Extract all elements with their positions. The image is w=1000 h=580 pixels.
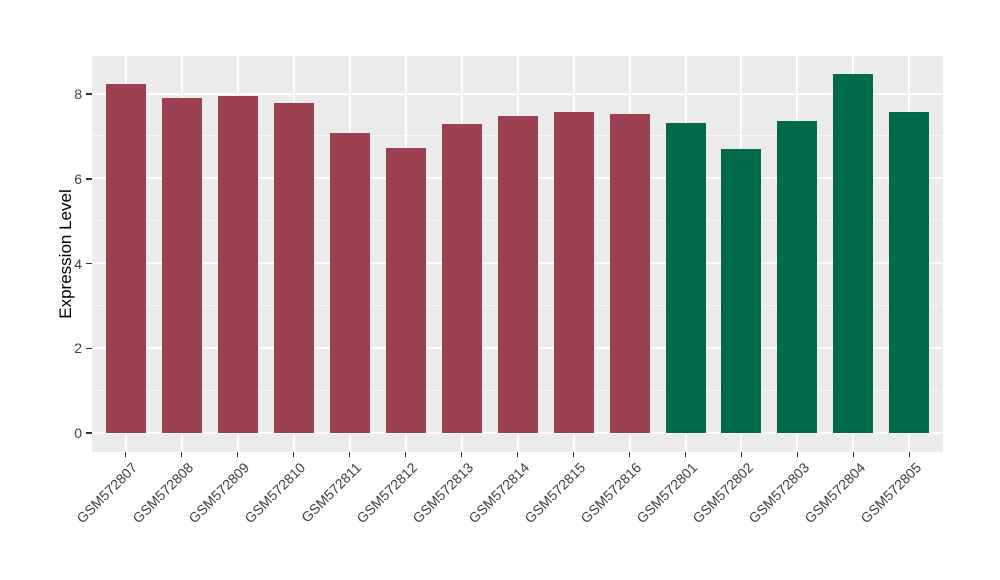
bar-GSM572801	[665, 123, 706, 433]
x-tick-mark-GSM572812	[404, 452, 407, 457]
bar-GSM572807	[105, 84, 146, 433]
bar-GSM572814	[497, 116, 538, 433]
bar-GSM572809	[217, 95, 258, 433]
plot-panel	[92, 56, 943, 452]
bar-GSM572811	[329, 132, 370, 433]
x-tick-mark-GSM572811	[348, 452, 351, 457]
bar-GSM572805	[889, 112, 930, 433]
x-tick-mark-GSM572804	[852, 452, 855, 457]
x-tick-mark-GSM572816	[628, 452, 631, 457]
y-tick-mark-6	[86, 178, 92, 180]
bar-GSM572808	[161, 98, 202, 433]
x-tick-mark-GSM572807	[124, 452, 127, 457]
x-tick-mark-GSM572808	[180, 452, 183, 457]
x-tick-mark-GSM572813	[460, 452, 463, 457]
bar-GSM572813	[441, 124, 482, 433]
y-axis-title: Expression Level	[56, 189, 75, 319]
y-tick-mark-8	[86, 93, 92, 95]
x-tick-mark-GSM572802	[740, 452, 743, 457]
y-tick-label-6: 6	[74, 170, 82, 187]
y-tick-label-0: 0	[74, 425, 82, 441]
y-tick-label-4: 4	[74, 255, 82, 272]
y-tick-mark-0	[86, 432, 92, 434]
x-tick-mark-GSM572815	[572, 452, 575, 457]
bar-GSM572802	[721, 149, 762, 433]
x-tick-mark-GSM572805	[908, 452, 911, 457]
bar-GSM572815	[553, 111, 594, 433]
bar-GSM572816	[609, 113, 650, 433]
y-tick-mark-4	[86, 262, 92, 265]
x-tick-mark-GSM572809	[236, 452, 239, 457]
bar-GSM572804	[833, 74, 874, 433]
x-tick-mark-GSM572810	[292, 452, 295, 457]
y-tick-mark-2	[86, 347, 92, 349]
y-tick-label-2: 2	[74, 340, 82, 357]
bar-GSM572812	[385, 147, 426, 433]
bar-GSM572810	[273, 103, 314, 433]
x-tick-mark-GSM572803	[796, 452, 799, 457]
y-tick-label-8: 8	[74, 86, 82, 102]
bar-GSM572803	[777, 120, 818, 433]
x-tick-mark-GSM572814	[516, 452, 519, 457]
x-tick-mark-GSM572801	[684, 452, 687, 457]
